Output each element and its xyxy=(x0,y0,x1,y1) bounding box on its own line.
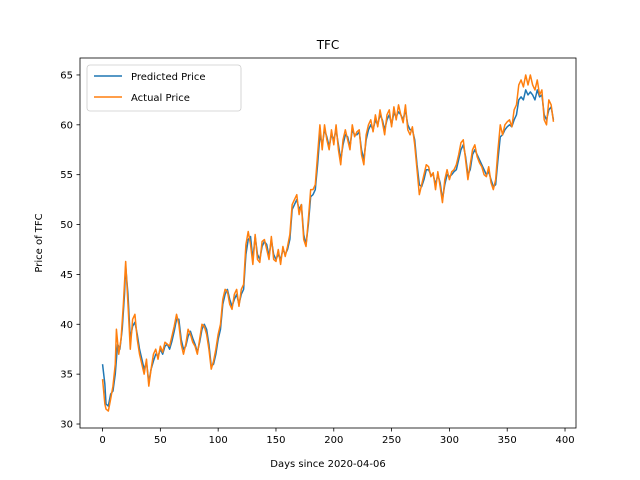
x-tick-label: 50 xyxy=(154,435,167,446)
x-tick-label: 200 xyxy=(324,435,343,446)
x-tick-label: 0 xyxy=(99,435,105,446)
y-tick-label: 40 xyxy=(60,320,73,331)
y-tick-label: 35 xyxy=(60,370,73,381)
y-tick-label: 60 xyxy=(60,120,73,131)
x-axis-label: Days since 2020-04-06 xyxy=(270,459,385,470)
x-tick-label: 250 xyxy=(382,435,401,446)
legend-label-predicted: Predicted Price xyxy=(131,72,206,83)
y-tick-label: 50 xyxy=(60,220,73,231)
x-tick-label: 400 xyxy=(555,435,574,446)
legend-label-actual: Actual Price xyxy=(131,93,190,104)
x-tick-label: 100 xyxy=(209,435,228,446)
y-axis-label: Price of TFC xyxy=(34,213,45,272)
series-line-actual xyxy=(101,74,555,412)
y-axis-ticks: 30 35 40 45 50 55 60 65 xyxy=(60,70,80,431)
legend-box xyxy=(86,64,242,112)
x-axis-ticks: 0 50 100 150 200 250 300 350 400 xyxy=(99,428,575,446)
axes-background xyxy=(80,58,576,428)
chart-title: TFC xyxy=(316,38,340,52)
plot-area xyxy=(80,58,576,428)
x-tick-label: 150 xyxy=(266,435,285,446)
legend: Predicted Price Actual Price xyxy=(86,64,242,112)
axes-frame xyxy=(79,57,577,429)
y-tick-label: 55 xyxy=(60,170,73,181)
x-tick-label: 350 xyxy=(498,435,517,446)
x-tick-label: 300 xyxy=(440,435,459,446)
y-tick-label: 45 xyxy=(60,270,73,281)
series-lines xyxy=(101,74,555,412)
y-tick-label: 65 xyxy=(60,70,73,81)
y-tick-label: 30 xyxy=(60,420,73,431)
